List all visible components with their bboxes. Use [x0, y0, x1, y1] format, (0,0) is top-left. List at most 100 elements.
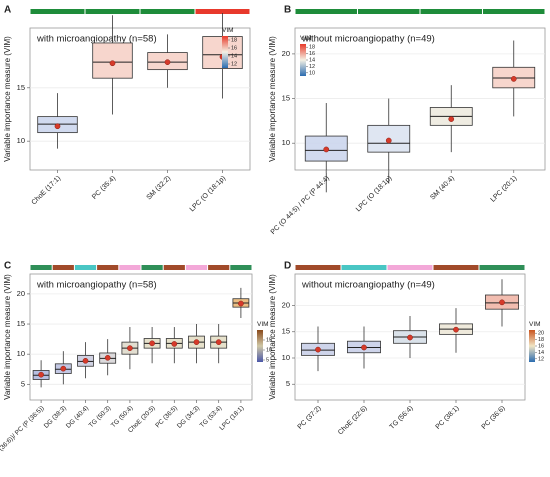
- header-strip: [97, 265, 119, 270]
- x-tick-label: PC (35:4): [91, 175, 117, 201]
- legend-tick-label: 14: [538, 350, 544, 356]
- mean-dot: [171, 341, 178, 347]
- legend-tick-label: 10: [266, 347, 272, 353]
- y-axis-label: Variable importance measure (VIM): [268, 274, 277, 400]
- header-strip: [74, 265, 97, 270]
- mean-dot: [193, 339, 200, 345]
- legend-tick-label: 14: [231, 53, 237, 59]
- y-axis-label: Variable importance measure (VIM): [268, 36, 277, 162]
- panel-title: with microangiopathy (n=58): [36, 280, 157, 291]
- header-strip: [433, 265, 479, 270]
- x-tick-label: DG (38:3): [43, 405, 68, 430]
- x-tick-label: PC (38:1): [435, 405, 461, 431]
- legend-tick-label: 12: [231, 61, 237, 67]
- legend-tick-label: 15: [266, 337, 272, 343]
- y-axis-label: Variable importance measure (VIM): [3, 36, 12, 162]
- legend-title: VIM: [300, 35, 312, 42]
- legend-title: VIM: [257, 321, 269, 328]
- header-strip: [479, 265, 525, 270]
- legend-bar: [257, 330, 263, 362]
- x-tick-label: TG (50:3): [88, 405, 113, 430]
- header-strip: [230, 265, 252, 270]
- header-strip: [358, 9, 420, 14]
- header-strip: [483, 9, 545, 14]
- mean-dot: [315, 346, 321, 353]
- panel-label: B: [284, 5, 291, 16]
- x-tick-label: PC (36:6): [481, 405, 507, 431]
- legend-bar: [300, 44, 306, 76]
- x-tick-label: SM (40:4): [429, 175, 456, 202]
- mean-dot: [407, 334, 413, 341]
- header-strip: [30, 265, 52, 270]
- legend-bar: [529, 330, 535, 362]
- legend-tick-label: 18: [231, 37, 237, 43]
- header-strip: [85, 9, 140, 14]
- header-strip: [119, 265, 141, 270]
- x-tick-label: SM (32:2): [146, 175, 173, 202]
- header-strip: [341, 265, 387, 270]
- x-tick-label: ChoE (17:1): [31, 175, 63, 207]
- header-strip: [208, 265, 230, 270]
- mean-dot: [510, 76, 517, 82]
- header-strip: [30, 9, 85, 14]
- mean-dot: [109, 60, 116, 67]
- mean-dot: [238, 300, 244, 307]
- y-tick-label: 15: [17, 83, 25, 92]
- header-strip: [295, 265, 341, 270]
- y-tick-label: 20: [282, 49, 290, 58]
- legend-tick-label: 16: [309, 51, 315, 57]
- mean-dot: [361, 344, 367, 351]
- header-strip: [195, 9, 250, 14]
- legend-tick-label: 18: [309, 45, 315, 51]
- x-tick-label: LPC (O (18:1p): [355, 175, 394, 214]
- x-tick-label: PC (O (36:6))/ PC (P (36:5)): [0, 405, 46, 467]
- legend-tick-label: 16: [538, 343, 544, 349]
- legend-tick-label: 20: [538, 331, 544, 337]
- header-strip: [387, 265, 433, 270]
- x-tick-label: LPC (20:1): [490, 175, 519, 204]
- y-tick-label: 5: [21, 379, 25, 388]
- y-tick-label: 15: [282, 94, 290, 103]
- mean-dot: [104, 354, 111, 361]
- mean-dot: [385, 137, 392, 144]
- header-strip: [52, 265, 74, 270]
- legend-tick-label: 10: [309, 70, 315, 76]
- y-tick-label: 15: [282, 327, 290, 336]
- y-tick-label: 20: [17, 289, 25, 298]
- mean-dot: [149, 340, 155, 347]
- panel-title: without microangiopathy (n=49): [301, 34, 435, 45]
- legend-bar: [222, 36, 228, 68]
- x-tick-label: LPC (O (18:1p): [189, 175, 228, 214]
- mean-dot: [38, 371, 44, 378]
- y-tick-label: 10: [282, 353, 290, 362]
- x-tick-label: PC (36:5): [154, 405, 179, 430]
- panel-title: without microangiopathy (n=49): [301, 280, 435, 291]
- mean-dot: [323, 146, 330, 153]
- panel-label: A: [4, 5, 11, 16]
- mean-dot: [499, 299, 505, 306]
- y-tick-label: 20: [282, 300, 290, 309]
- x-tick-label: PC (O 44:5) / PC (P 44:4): [270, 175, 331, 236]
- y-axis-label: Variable importance measure (VIM): [3, 274, 12, 400]
- mean-dot: [82, 357, 89, 364]
- legend-tick-label: 14: [309, 57, 315, 63]
- mean-dot: [164, 59, 171, 66]
- header-strip: [420, 9, 482, 14]
- x-tick-label: DG (40:4): [65, 405, 90, 430]
- y-tick-label: 10: [282, 138, 290, 147]
- legend-tick-label: 16: [231, 45, 237, 51]
- x-tick-label: TG (56:4): [389, 405, 415, 431]
- y-tick-label: 15: [17, 319, 25, 328]
- legend-tick-label: 5: [266, 357, 269, 363]
- mean-dot: [453, 326, 459, 333]
- mean-dot: [127, 345, 133, 352]
- header-strip: [185, 265, 208, 270]
- x-tick-label: PC (37:2): [297, 405, 323, 431]
- header-strip: [163, 265, 185, 270]
- x-tick-label: ChoE (22:6): [337, 405, 369, 437]
- header-strip: [140, 9, 195, 14]
- mean-dot: [215, 339, 222, 345]
- x-tick-label: DG (34:3): [176, 405, 201, 430]
- legend-tick-label: 12: [538, 356, 544, 362]
